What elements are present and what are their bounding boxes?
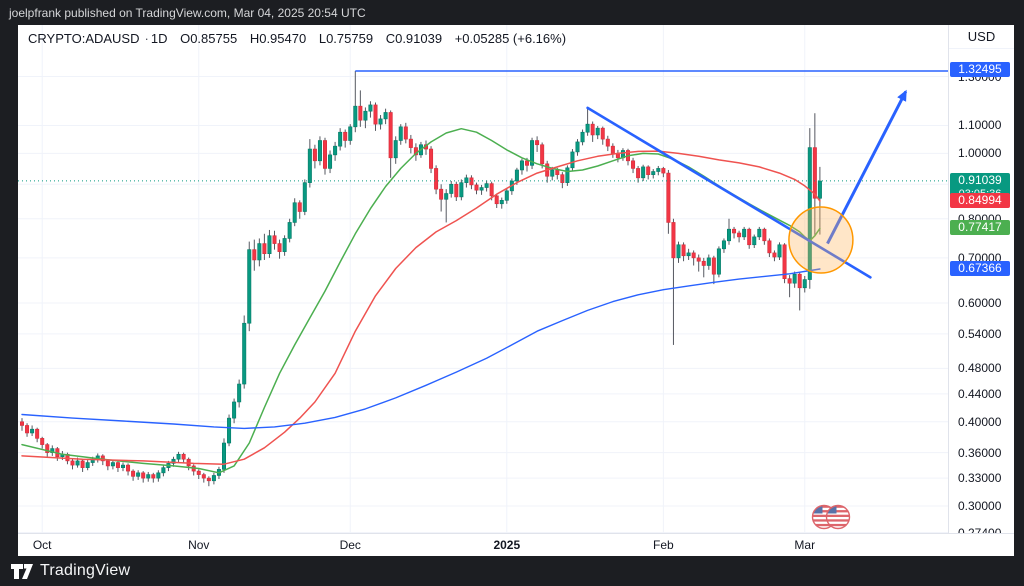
attribution-bar: joelpfrank published on TradingView.com,… [0, 0, 1024, 25]
price-tick-label: 0.33000 [958, 471, 1002, 486]
legend-separator: · [144, 31, 149, 46]
price-tick-label: 0.36000 [958, 445, 1002, 460]
price-tick-label: 0.40000 [958, 414, 1002, 429]
price-tick-label: 0.44000 [958, 386, 1002, 401]
symbol-legend: CRYPTO:ADAUSD · 1D O0.85755 H0.95470 L0.75… [28, 31, 575, 46]
time-tick-label: Feb [653, 538, 674, 552]
grid-lines [18, 25, 948, 533]
price-level-badge: 0.84994 [950, 192, 1010, 208]
high-value: H0.95470 [249, 31, 307, 46]
attribution-text: joelpfrank published on TradingView.com,… [9, 5, 366, 20]
price-tick-label: 0.30000 [958, 499, 1002, 514]
time-tick-label: Oct [32, 538, 52, 552]
chart-canvas[interactable] [18, 25, 948, 533]
open-value: O0.85755 [180, 31, 238, 46]
symbol-title[interactable]: CRYPTO:ADAUSD [28, 31, 140, 46]
chart-card: CRYPTO:ADAUSD · 1D O0.85755 H0.95470 L0.75… [18, 25, 1014, 557]
ma-fast-green[interactable] [21, 127, 821, 474]
footer-bar: TradingView [0, 556, 1024, 586]
candles-layer[interactable] [19, 70, 822, 487]
time-tick-label: 2025 [493, 538, 521, 552]
time-tick-label: Mar [794, 538, 816, 552]
footer-brand[interactable]: TradingView [40, 562, 131, 579]
highlight-ellipse[interactable] [788, 206, 854, 274]
time-tick-label: Dec [339, 538, 361, 552]
time-tick-label: Nov [188, 538, 210, 552]
descending-trendline[interactable] [586, 106, 872, 279]
tradingview-logo-icon[interactable] [11, 563, 33, 579]
ma-slow-blue[interactable] [21, 268, 821, 430]
price-axis[interactable]: USD 1.300001.100001.000000.900000.800000… [948, 25, 1014, 540]
up-arrow-drawing[interactable] [826, 89, 908, 245]
change-value: +0.05285 (+6.16%) [454, 31, 567, 46]
price-tick-label: 0.48000 [958, 361, 1002, 376]
low-value: L0.75759 [318, 31, 374, 46]
chart-plot-area[interactable] [18, 25, 948, 533]
price-tick-label: 0.60000 [958, 296, 1002, 310]
us-flags-stamp-icon [811, 504, 851, 530]
time-axis[interactable]: Oct Nov Dec 2025 Feb Mar [18, 533, 1014, 557]
interval-label: 1D [150, 31, 168, 46]
close-value: C0.91039 [385, 31, 443, 46]
price-tick-label: 0.54000 [958, 326, 1002, 341]
price-level-badge: 1.32495 [950, 62, 1010, 78]
price-level-badge: 0.77417 [950, 219, 1010, 235]
price-tick-label: 1.00000 [958, 146, 1002, 161]
currency-label: USD [949, 25, 1014, 49]
price-level-badge: 0.67366 [950, 260, 1010, 276]
ma-mid-red[interactable] [21, 150, 821, 465]
price-tick-label: 1.10000 [958, 118, 1002, 133]
